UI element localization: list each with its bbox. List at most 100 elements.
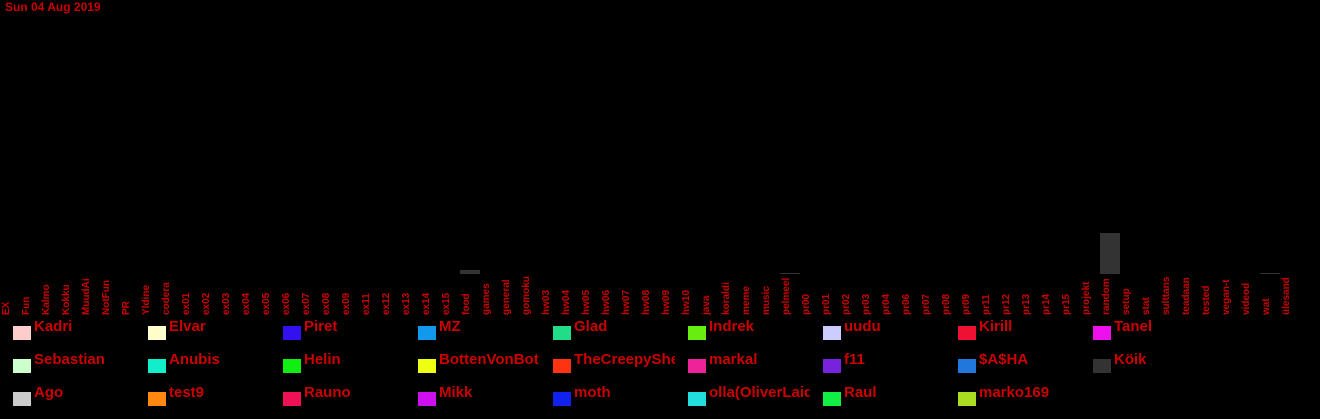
- category-label: ex06: [281, 292, 292, 315]
- category-label: pr09: [961, 293, 972, 315]
- legend-swatch: [418, 326, 436, 340]
- legend-item: Glad: [540, 318, 675, 340]
- legend-swatch: [418, 392, 436, 406]
- legend-swatch: [1093, 359, 1111, 373]
- legend-swatch: [283, 359, 301, 373]
- category-label: ex01: [181, 292, 192, 315]
- legend-label: test9: [169, 384, 204, 402]
- legend-swatch: [1093, 326, 1111, 340]
- category-label: pr14: [1041, 293, 1052, 315]
- category-label: ex02: [201, 292, 212, 315]
- legend-item: uudu: [810, 318, 945, 340]
- category-label: pr04: [881, 293, 892, 315]
- category-label: Kalmo: [41, 284, 52, 315]
- category-label: pr12: [1001, 293, 1012, 315]
- legend-item: BottenVonBot: [405, 351, 540, 373]
- bar-food: [460, 270, 480, 274]
- category-label: pr02: [841, 293, 852, 315]
- legend-swatch: [418, 359, 436, 373]
- category-label: java: [701, 295, 712, 316]
- legend-label: Ago: [34, 384, 63, 402]
- category-label: games: [481, 283, 492, 315]
- category-label: hw06: [601, 290, 612, 315]
- legend-label: marko169: [979, 384, 1049, 402]
- legend-item: Helin: [270, 351, 405, 373]
- legend-label: Helin: [304, 351, 341, 369]
- legend-item: Sebastian: [0, 351, 135, 373]
- category-label: ex08: [321, 292, 332, 315]
- legend-label: Glad: [574, 318, 607, 336]
- legend-label: BottenVonBot: [439, 351, 539, 369]
- legend-item: $A$HA: [945, 351, 1080, 373]
- legend-item: Raul: [810, 384, 945, 406]
- category-label: music: [761, 286, 772, 315]
- category-label: pelmeel: [781, 278, 792, 315]
- category-label: NotFun: [101, 280, 112, 315]
- legend-swatch: [148, 326, 166, 340]
- category-label: pr00: [801, 293, 812, 315]
- legend-label: Elvar: [169, 318, 206, 336]
- legend-swatch: [13, 326, 31, 340]
- category-label: pr15: [1061, 293, 1072, 315]
- category-label: projekt: [1081, 281, 1092, 315]
- legend-swatch: [688, 359, 706, 373]
- legend-swatch: [13, 392, 31, 406]
- bars-group: [460, 233, 1280, 274]
- legend-item: Indrek: [675, 318, 810, 340]
- legend-label: Rauno: [304, 384, 351, 402]
- legend-swatch: [148, 392, 166, 406]
- category-label: food: [461, 293, 472, 315]
- category-label: hw03: [541, 290, 552, 315]
- legend-item: Piret: [270, 318, 405, 340]
- legend-item: TheCreepyShe: [540, 351, 675, 373]
- legend-label: Piret: [304, 318, 337, 336]
- bar-pelmeel: [780, 273, 800, 274]
- legend-label: moth: [574, 384, 611, 402]
- legend-item: moth: [540, 384, 675, 406]
- legend-item: olla(OliverLaid): [675, 384, 810, 406]
- legend-item: Rauno: [270, 384, 405, 406]
- category-label: EX: [1, 301, 12, 315]
- category-label: ex07: [301, 292, 312, 315]
- category-label: ex11: [361, 293, 372, 315]
- category-label: PR: [121, 300, 132, 315]
- category-label: setup: [1121, 288, 1132, 315]
- legend-label: Raul: [844, 384, 877, 402]
- category-label: ex12: [381, 292, 392, 315]
- category-labels-group: EX Fun Kalmo Kokku MuudAi NotFun PR Yldine coder…: [1, 276, 1292, 316]
- category-label: ex04: [241, 292, 252, 315]
- legend-label: Mikk: [439, 384, 472, 402]
- category-label: pr07: [921, 293, 932, 315]
- legend-swatch: [823, 326, 841, 340]
- legend-label: f11: [844, 351, 865, 369]
- category-label: general: [501, 279, 512, 315]
- category-label: stat: [1141, 297, 1152, 315]
- legend-swatch: [283, 392, 301, 406]
- legend-swatch: [823, 392, 841, 406]
- legend-label: MZ: [439, 318, 461, 336]
- category-label: ex15: [441, 292, 452, 315]
- bar-wat: [1260, 273, 1280, 274]
- category-label: meme: [741, 286, 752, 315]
- bar-chart: EX Fun Kalmo Kokku MuudAi NotFun PR Yldine coder…: [0, 0, 1320, 318]
- category-label: Fun: [21, 297, 32, 315]
- legend-label: Anubis: [169, 351, 220, 369]
- category-label: pr13: [1021, 293, 1032, 315]
- legend-item: Kirill: [945, 318, 1080, 340]
- category-label: codera: [161, 282, 172, 315]
- legend-label: markal: [709, 351, 757, 369]
- legend-swatch: [958, 392, 976, 406]
- legend-swatch: [958, 359, 976, 373]
- category-label: Yldine: [141, 285, 152, 315]
- legend-label: Tanel: [1114, 318, 1152, 336]
- legend-item: Tanel: [1080, 318, 1215, 340]
- category-label: random: [1101, 278, 1112, 315]
- category-label: pr06: [901, 293, 912, 315]
- legend-label: Sebastian: [34, 351, 105, 369]
- legend-label: TheCreepyShe: [574, 351, 675, 369]
- category-label: ex14: [421, 292, 432, 315]
- legend-label: uudu: [844, 318, 881, 336]
- legend-swatch: [553, 359, 571, 373]
- category-label: pr01: [821, 293, 832, 315]
- category-label: hw08: [641, 290, 652, 315]
